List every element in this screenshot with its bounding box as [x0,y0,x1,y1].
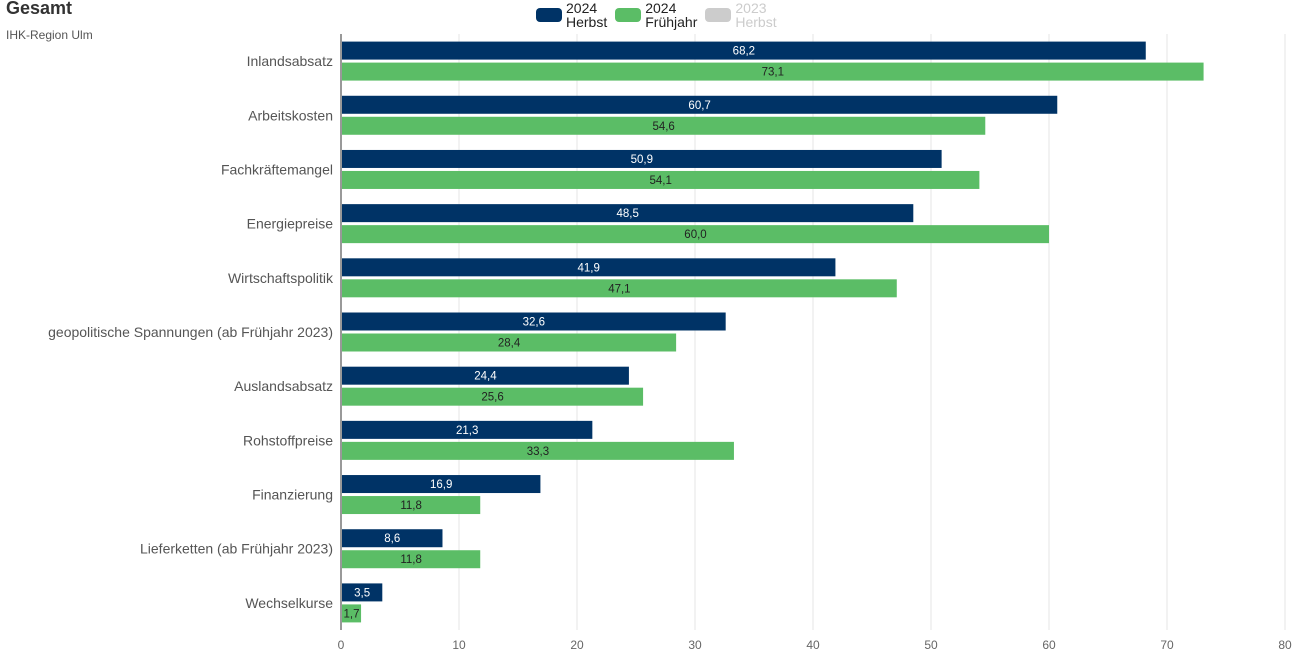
bar [342,604,362,623]
bar [342,258,836,277]
legend-year: 2024 [566,0,598,16]
bar [342,62,1204,81]
bar-value-label: 21,3 [456,425,478,437]
bar [342,116,986,135]
legend-item-2024-fruehjahr[interactable]: 2024 Frühjahr [615,1,697,29]
bar [342,225,1049,244]
bar [342,441,734,460]
chart-title: Gesamt [6,0,73,18]
bar-value-label: 16,9 [430,479,452,491]
legend-swatch [536,8,562,22]
bar-value-label: 41,9 [578,262,600,274]
bar-value-label: 54,6 [652,121,674,133]
category-label: Inlandsabsatz [247,53,333,69]
bar-value-label: 28,4 [498,338,521,350]
legend: 2024 Herbst 2024 Frühjahr 2023 Herbst [536,1,777,29]
bar-value-label: 24,4 [474,371,497,383]
category-label: Rohstoffpreise [243,432,333,448]
category-label: Auslandsabsatz [234,378,333,394]
x-tick-label: 10 [452,638,466,652]
category-label: Energiepreise [247,216,334,232]
bar [342,279,897,298]
bar [342,475,541,494]
bar-value-label: 1,7 [344,608,360,620]
bar-value-label: 73,1 [762,67,784,79]
category-label: Finanzierung [252,487,333,503]
bar [342,95,1058,114]
legend-season: Herbst [735,14,777,30]
x-tick-label: 70 [1160,638,1174,652]
bar-value-label: 54,1 [649,175,671,187]
legend-item-2024-herbst[interactable]: 2024 Herbst [536,1,607,29]
bar [342,387,644,406]
x-tick-label: 0 [338,638,345,652]
bar-value-label: 47,1 [608,283,630,295]
legend-season: Herbst [566,14,608,30]
category-label: Wirtschaftspolitik [228,270,334,286]
bar [342,333,677,352]
legend-season: Frühjahr [645,14,698,30]
bar [342,170,980,189]
bar [342,204,914,223]
legend-year: 2024 [645,0,677,16]
x-tick-label: 50 [924,638,938,652]
bar-value-label: 25,6 [481,392,503,404]
category-label: Arbeitskosten [248,107,333,123]
x-tick-label: 30 [688,638,702,652]
x-tick-label: 80 [1278,638,1292,652]
bar [342,41,1146,60]
bar-value-label: 11,8 [400,500,422,512]
bar-value-label: 11,8 [400,554,422,566]
bar-value-label: 60,7 [688,100,710,112]
category-label: Lieferketten (ab Frühjahr 2023) [140,541,333,557]
bar [342,312,726,331]
x-tick-label: 20 [570,638,584,652]
legend-swatch [615,8,642,22]
legend-swatch [705,8,732,22]
bar-value-label: 8,6 [384,533,400,545]
bar-value-label: 3,5 [354,587,370,599]
bar [342,496,481,515]
legend-year: 2023 [735,0,767,16]
bar [342,583,383,602]
bar [342,529,443,548]
category-label: Wechselkurse [245,595,333,611]
category-label: geopolitische Spannungen (ab Frühjahr 20… [48,324,333,340]
bar-value-label: 48,5 [616,208,638,220]
x-tick-label: 40 [806,638,820,652]
bar [342,149,942,168]
legend-item-2023-herbst[interactable]: 2023 Herbst [705,0,777,30]
bar-value-label: 33,3 [527,446,549,458]
bar [342,550,481,569]
chart-subtitle: IHK-Region Ulm [6,28,93,42]
category-label: Fachkräftemangel [221,161,333,177]
x-tick-label: 60 [1042,638,1056,652]
bar-value-label: 60,0 [684,229,706,241]
bar [342,366,629,385]
bar-value-label: 50,9 [631,154,653,166]
bar-value-label: 68,2 [733,46,755,58]
bar-value-label: 32,6 [523,317,545,329]
bar [342,420,593,439]
